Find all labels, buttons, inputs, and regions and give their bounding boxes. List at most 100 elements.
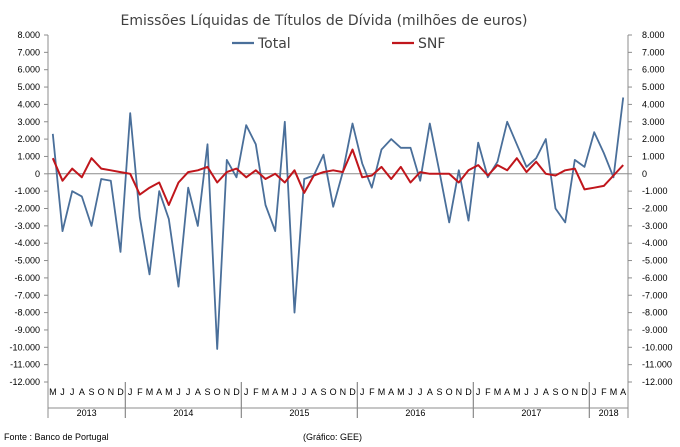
x-tick-label: A: [388, 387, 394, 397]
data-point: [313, 174, 315, 176]
y-tick-label-left: -3.000: [14, 221, 40, 231]
y-tick-label-right: 6.000: [642, 65, 665, 75]
x-tick-label: J: [408, 387, 413, 397]
x-tick-label: O: [98, 387, 105, 397]
data-point: [274, 173, 276, 175]
y-tick-label-left: 1.000: [17, 151, 40, 161]
data-point: [100, 178, 102, 180]
data-point: [438, 173, 440, 175]
x-tick-label: N: [340, 387, 347, 397]
year-label: 2014: [173, 408, 193, 418]
data-point: [448, 173, 450, 175]
y-tick-label-right: -10.000: [642, 342, 673, 352]
y-tick-label-left: -8.000: [14, 308, 40, 318]
data-point: [255, 143, 257, 145]
data-point: [293, 169, 295, 171]
data-point: [448, 221, 450, 223]
data-point: [71, 167, 73, 169]
x-tick-label: M: [146, 387, 154, 397]
data-point: [593, 186, 595, 188]
y-tick-label-right: 2.000: [642, 134, 665, 144]
data-point: [139, 193, 141, 195]
data-point: [371, 174, 373, 176]
data-point: [177, 285, 179, 287]
data-point: [535, 157, 537, 159]
y-tick-label-right: -3.000: [642, 221, 668, 231]
chart-title: Emissões Líquidas de Títulos de Dívida (…: [121, 13, 528, 29]
y-tick-label-right: 4.000: [642, 99, 665, 109]
chart: Emissões Líquidas de Títulos de Dívida (…: [9, 13, 673, 418]
data-point: [168, 218, 170, 220]
y-tick-label-right: 7.000: [642, 47, 665, 57]
data-point: [496, 160, 498, 162]
x-tick-label: A: [543, 387, 549, 397]
data-point: [583, 188, 585, 190]
data-point: [90, 157, 92, 159]
data-point: [168, 204, 170, 206]
data-point: [564, 169, 566, 171]
data-point: [342, 171, 344, 173]
data-point: [371, 186, 373, 188]
data-point: [177, 181, 179, 183]
data-point: [545, 173, 547, 175]
year-label: 2018: [599, 408, 619, 418]
x-tick-label: M: [513, 387, 521, 397]
x-tick-label: J: [60, 387, 65, 397]
y-tick-label-left: -9.000: [14, 325, 40, 335]
series-line-total: [51, 97, 625, 350]
source-note: Fonte : Banco de Portugal: [4, 432, 109, 442]
year-label: 2016: [405, 408, 425, 418]
data-point: [235, 167, 237, 169]
data-point: [622, 96, 624, 98]
x-tick-label: J: [360, 387, 365, 397]
data-point: [409, 181, 411, 183]
y-tick-label-left: 5.000: [17, 82, 40, 92]
data-point: [52, 157, 54, 159]
y-tick-label-left: 0: [35, 169, 40, 179]
legend-label-total: Total: [257, 36, 291, 52]
y-tick-label-right: 5.000: [642, 82, 665, 92]
x-tick-label: J: [592, 387, 597, 397]
x-tick-label: A: [156, 387, 162, 397]
data-point: [284, 121, 286, 123]
y-tick-label-right: -4.000: [642, 238, 668, 248]
data-point: [158, 190, 160, 192]
x-tick-label: J: [128, 387, 133, 397]
data-point: [477, 164, 479, 166]
data-point: [603, 152, 605, 154]
y-tick-label-left: 3.000: [17, 117, 40, 127]
x-tick-label: J: [244, 387, 249, 397]
data-point: [129, 173, 131, 175]
x-tick-label: S: [204, 387, 210, 397]
data-point: [245, 176, 247, 178]
x-tick-label: A: [427, 387, 433, 397]
x-tick-label: M: [281, 387, 289, 397]
data-point: [380, 166, 382, 168]
data-point: [525, 166, 527, 168]
series-line-snf: [51, 148, 624, 206]
x-tick-label: N: [456, 387, 463, 397]
data-point: [429, 173, 431, 175]
x-tick-label: M: [494, 387, 502, 397]
data-point: [506, 121, 508, 123]
data-point: [216, 348, 218, 350]
data-point: [496, 164, 498, 166]
data-point: [603, 185, 605, 187]
legend: Total SNF: [232, 36, 445, 52]
data-point: [61, 230, 63, 232]
data-point: [129, 112, 131, 114]
x-tick-label: A: [620, 387, 626, 397]
x-tick-label: O: [214, 387, 221, 397]
data-point: [390, 138, 392, 140]
x-tick-label: A: [195, 387, 201, 397]
y-tick-label-right: -8.000: [642, 308, 668, 318]
data-point: [61, 180, 63, 182]
x-tick-label: A: [504, 387, 510, 397]
data-point: [351, 122, 353, 124]
data-point: [226, 171, 228, 173]
x-tick-label: M: [49, 387, 57, 397]
data-point: [303, 192, 305, 194]
data-point: [197, 225, 199, 227]
y-tick-label-left: -7.000: [14, 290, 40, 300]
y-tick-label-right: -12.000: [642, 377, 673, 387]
